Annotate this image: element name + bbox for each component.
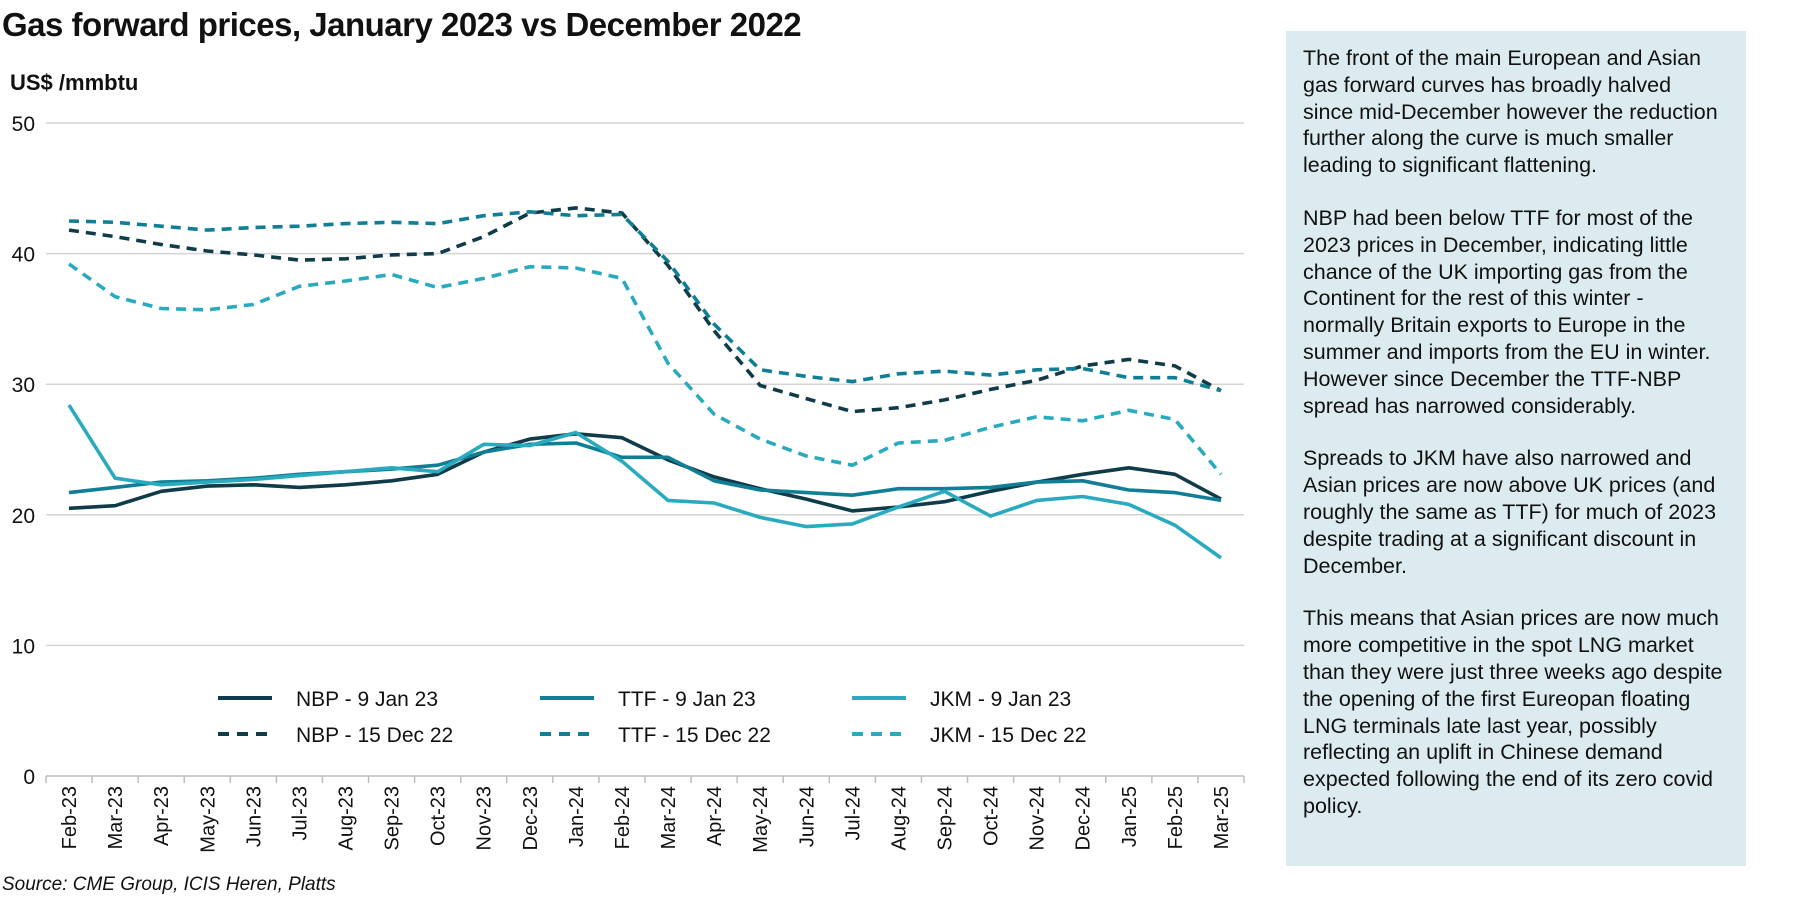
y-tick-label: 50 [12,113,35,136]
grid-lines [46,122,1244,647]
x-tick-label: Nov-23 [474,786,496,850]
x-tick-label: Jan-25 [1119,786,1141,847]
commentary-paragraph: Spreads to JKM have also narrowed and As… [1303,446,1717,578]
y-axis-label: US$ /mmbtu [10,70,138,95]
x-tick-label: Sep-23 [382,786,404,851]
x-tick-label: Dec-24 [1073,786,1095,850]
y-tick-label: 30 [12,374,35,397]
x-tick-label: Feb-25 [1165,786,1187,849]
x-tick-label: Mar-24 [658,786,680,849]
commentary-paragraph: This means that Asian prices are now muc… [1303,606,1723,818]
series-line-5 [68,210,1222,393]
legend: NBP - 9 Jan 23 TTF - 9 Jan 23 JKM - 9 Jan … [218,688,1086,747]
x-tick-label: Jul-24 [842,786,864,840]
x-tick-label: Aug-23 [336,786,358,851]
x-tick-label: Apr-24 [704,786,726,846]
x-tick-label: Dec-23 [520,786,542,850]
x-tick-label: Jan-24 [566,786,588,847]
y-tick-label: 40 [12,244,35,267]
legend-label: JKM - 15 Dec 22 [930,724,1086,747]
x-tick-label: Mar-23 [105,786,127,849]
series-line-4 [68,206,1222,414]
legend-label: TTF - 15 Dec 22 [618,724,771,747]
series-line-6 [67,262,1223,476]
commentary-paragraph: The front of the main European and Asian… [1303,46,1718,178]
y-tick-label: 10 [12,635,35,658]
axes: 0 10 20 30 40 50 Feb-23 Mar-23 Apr-23 May-23 Jun-2… [12,113,1245,853]
x-tick-label: Jun-23 [243,786,265,847]
y-tick-label: 20 [12,505,35,528]
x-tick-label: May-24 [750,786,772,853]
x-tick-label: Mar-25 [1211,786,1233,849]
x-tick-label: Aug-24 [888,786,910,851]
series-line-3 [67,404,1223,560]
legend-label: NBP - 15 Dec 22 [296,724,453,747]
x-tick-label: Jul-23 [289,786,311,840]
legend-label: NBP - 9 Jan 23 [296,688,438,711]
series-lines [67,206,1223,560]
x-tick-label: Oct-24 [981,786,1003,846]
x-tick-label: Jun-24 [796,786,818,847]
x-tick-label: Apr-23 [151,786,173,846]
legend-label: TTF - 9 Jan 23 [618,688,756,711]
legend-label: JKM - 9 Jan 23 [930,688,1071,711]
source-note: Source: CME Group, ICIS Heren, Platts [2,874,336,895]
line-chart: US$ /mmbtu 0 10 20 30 40 50 Feb-23 Mar-23 Apr-23… [10,70,1245,853]
x-tick-label: Feb-23 [59,786,81,849]
series-line-2 [68,441,1222,503]
commentary-paragraph: NBP had been below TTF for most of the 2… [1303,205,1711,418]
commentary-panel: The front of the main European and Asian… [1286,31,1746,866]
x-tick-label: Oct-23 [428,786,450,846]
x-tick-label: Sep-24 [935,786,957,851]
y-tick-label: 0 [23,766,35,789]
x-tick-label: Nov-24 [1027,786,1049,850]
x-tick-label: May-23 [197,786,219,853]
chart-title: Gas forward prices, January 2023 vs Dece… [2,6,802,43]
x-tick-label: Feb-24 [612,786,634,849]
